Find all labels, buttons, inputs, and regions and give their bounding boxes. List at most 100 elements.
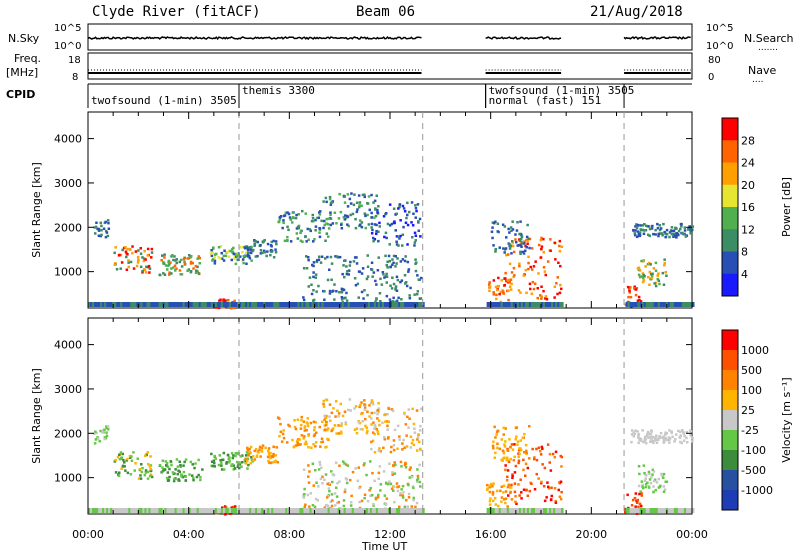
ground-scatter-cell — [172, 508, 176, 513]
echo-cell — [244, 254, 247, 257]
echo-cell — [375, 232, 378, 236]
echo-cell — [342, 288, 346, 292]
echo-cell — [389, 284, 392, 287]
ground-scatter-cell — [281, 508, 284, 513]
echo-cell — [520, 235, 524, 239]
echo-cell — [282, 214, 286, 218]
echo-cell — [235, 255, 239, 258]
ground-scatter-cell — [289, 302, 292, 307]
echo-cell — [402, 207, 406, 210]
ground-scatter-cell — [194, 302, 198, 307]
echo-cell — [366, 293, 369, 297]
echo-cell — [191, 463, 194, 466]
ground-scatter-cell — [649, 508, 653, 513]
echo-cell — [506, 469, 510, 472]
echo-cell — [522, 252, 526, 255]
echo-cell — [282, 221, 285, 225]
nave-label: Nave — [748, 64, 776, 77]
echo-cell — [510, 498, 514, 501]
ground-scatter-cell — [114, 508, 117, 513]
echo-cell — [554, 501, 558, 504]
echo-cell — [400, 465, 403, 468]
echo-cell — [672, 235, 675, 238]
echo-cell — [312, 299, 315, 302]
echo-cell — [540, 245, 544, 248]
echo-cell — [646, 430, 650, 434]
echo-cell — [656, 274, 659, 277]
echo-cell — [373, 424, 377, 427]
echo-cell — [490, 485, 493, 488]
ground-scatter-cell — [309, 508, 312, 513]
echo-cell — [139, 247, 142, 250]
echo-cell — [340, 422, 343, 425]
ground-scatter-cell — [168, 302, 171, 307]
ground-scatter-cell — [637, 302, 641, 307]
ground-scatter-cell — [200, 508, 204, 513]
echo-cell — [372, 503, 375, 506]
echo-cell — [333, 283, 336, 286]
colorbar-tick-label: 25 — [741, 404, 755, 417]
ground-scatter-cell — [396, 508, 399, 513]
echo-cell — [378, 423, 381, 427]
ground-scatter-cell — [557, 508, 560, 513]
echo-cell — [197, 458, 200, 462]
echo-cell — [293, 419, 296, 422]
echo-cell — [376, 496, 380, 499]
echo-cell — [122, 458, 125, 462]
echo-cell — [347, 273, 350, 276]
echo-cell — [372, 504, 375, 507]
echo-cell — [682, 432, 686, 435]
ground-scatter-cell — [659, 302, 663, 307]
echo-cell — [506, 475, 509, 479]
echo-cell — [523, 240, 526, 243]
ground-scatter-cell — [645, 508, 649, 513]
ground-scatter-cell — [216, 302, 220, 307]
echo-cell — [379, 277, 382, 281]
echo-cell — [286, 235, 289, 239]
echo-cell — [300, 423, 303, 427]
ground-scatter-cell — [530, 302, 534, 307]
echo-cell — [399, 260, 403, 263]
echo-cell — [233, 255, 237, 258]
echo-cell — [555, 282, 558, 285]
echo-cell — [350, 192, 353, 195]
ground-scatter-cell — [404, 508, 407, 513]
ground-scatter-cell — [339, 508, 343, 513]
echo-cell — [527, 255, 530, 259]
echo-cell — [308, 505, 311, 508]
echo-cell — [558, 495, 562, 498]
echo-cell — [127, 261, 130, 264]
y-tick-label: 2000 — [54, 427, 82, 440]
echo-cell — [403, 463, 407, 467]
echo-cell — [298, 438, 301, 441]
ground-scatter-cell — [208, 302, 212, 307]
echo-cell — [544, 273, 547, 277]
echo-cell — [556, 276, 559, 279]
echo-cell — [298, 443, 301, 446]
echo-cell — [525, 291, 528, 295]
echo-cell — [366, 202, 369, 205]
echo-cell — [94, 430, 97, 433]
echo-cell — [395, 482, 399, 485]
echo-cell — [289, 240, 293, 243]
echo-cell — [328, 489, 331, 493]
echo-cell — [394, 300, 397, 304]
echo-cell — [189, 260, 193, 264]
echo-cell — [120, 261, 124, 264]
ground-scatter-cell — [686, 302, 689, 307]
echo-cell — [310, 219, 314, 223]
echo-cell — [391, 409, 395, 413]
ground-scatter-cell — [309, 302, 312, 307]
echo-cell — [296, 225, 300, 229]
ground-scatter-cell — [384, 302, 387, 307]
ground-scatter-cell — [287, 302, 290, 307]
ground-scatter-cell — [154, 508, 157, 513]
echo-cell — [641, 224, 645, 227]
echo-cell — [123, 461, 126, 464]
echo-cell — [635, 287, 639, 290]
echo-cell — [652, 267, 656, 270]
echo-cell — [313, 505, 317, 509]
echo-cell — [364, 226, 367, 230]
echo-cell — [643, 223, 646, 226]
echo-cell — [105, 426, 108, 430]
